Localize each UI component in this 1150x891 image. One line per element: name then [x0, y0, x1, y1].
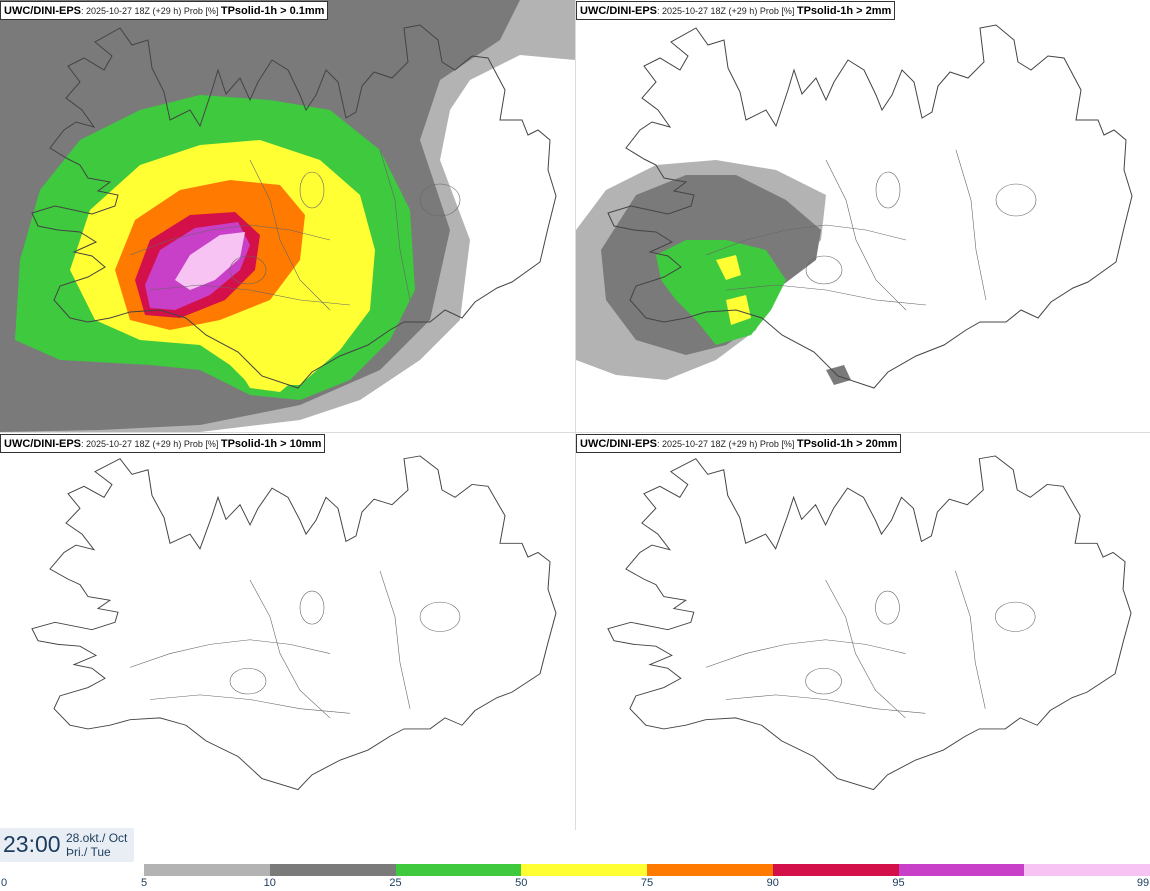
colorbar-tick-label: 10	[263, 877, 276, 889]
map-panel-0.1mm: UWC/DINI-EPS: 2025-10-27 18Z (+29 h) Pro…	[0, 0, 575, 432]
panel-header: UWC/DINI-EPS: 2025-10-27 18Z (+29 h) Pro…	[576, 434, 902, 453]
panel-header: UWC/DINI-EPS: 2025-10-27 18Z (+29 h) Pro…	[576, 1, 896, 20]
model-name: UWC/DINI-EPS	[4, 5, 81, 17]
colorbar-swatch	[144, 864, 270, 876]
probability-map	[576, 0, 1150, 432]
panel-header: UWC/DINI-EPS: 2025-10-27 18Z (+29 h) Pro…	[0, 434, 326, 453]
prob-field-25	[656, 240, 786, 345]
colorbar-swatch	[521, 864, 647, 876]
colorbar-swatches	[144, 864, 1150, 876]
model-name: UWC/DINI-EPS	[580, 438, 657, 450]
colorbar-tick-label: 99	[1136, 877, 1150, 889]
probability-map	[0, 0, 575, 432]
colorbar-tick-label: 75	[640, 877, 654, 889]
colorbar-tick-label: 25	[389, 877, 402, 889]
prob-field-99	[175, 232, 245, 290]
variable-threshold: TPsolid-1h > 0.1mm	[220, 5, 325, 17]
run-info: : 2025-10-27 18Z (+29 h) Prob [%]	[657, 6, 797, 16]
colorbar-tick-label: 0	[0, 877, 8, 889]
colorbar-tick-label: 5	[140, 877, 148, 889]
colorbar-swatch	[395, 864, 522, 876]
map-panel-2mm: UWC/DINI-EPS: 2025-10-27 18Z (+29 h) Pro…	[576, 0, 1150, 432]
colorbar-swatch	[772, 864, 899, 876]
colorbar-swatch	[1024, 864, 1150, 876]
colorbar-swatch	[898, 864, 1025, 876]
model-name: UWC/DINI-EPS	[580, 5, 657, 17]
panel-header: UWC/DINI-EPS: 2025-10-27 18Z (+29 h) Pro…	[0, 1, 329, 20]
colorbar-swatch	[647, 864, 773, 876]
colorbar-tick-label: 50	[515, 877, 528, 889]
valid-time-box: 23:00 28.okt./ Oct Þri./ Tue	[0, 828, 134, 862]
panel-divider-vertical	[575, 0, 576, 830]
colorbar-swatch	[269, 864, 396, 876]
panel-divider-horizontal	[0, 432, 1150, 433]
model-name: UWC/DINI-EPS	[4, 438, 81, 450]
valid-weekday: Þri./ Tue	[66, 845, 111, 859]
variable-threshold: TPsolid-1h > 2mm	[796, 5, 892, 17]
probability-map	[607, 455, 1132, 791]
colorbar-legend: 0 5 10 25 50 75 90 95 99	[0, 862, 1150, 891]
map-panel-10mm: UWC/DINI-EPS: 2025-10-27 18Z (+29 h) Pro…	[0, 433, 575, 830]
colorbar-tick-label: 95	[892, 877, 905, 889]
prob-field-50	[716, 255, 751, 325]
run-info: : 2025-10-27 18Z (+29 h) Prob [%]	[657, 439, 797, 449]
map-panel-20mm: UWC/DINI-EPS: 2025-10-27 18Z (+29 h) Pro…	[576, 433, 1150, 830]
run-info: : 2025-10-27 18Z (+29 h) Prob [%]	[81, 439, 221, 449]
variable-threshold: TPsolid-1h > 20mm	[796, 438, 898, 450]
valid-time: 23:00	[3, 831, 61, 857]
colorbar-tick-label: 90	[766, 877, 779, 889]
valid-date: 28.okt./ Oct	[66, 831, 128, 845]
run-info: : 2025-10-27 18Z (+29 h) Prob [%]	[81, 6, 221, 16]
variable-threshold: TPsolid-1h > 10mm	[220, 438, 322, 450]
probability-map	[31, 455, 557, 791]
